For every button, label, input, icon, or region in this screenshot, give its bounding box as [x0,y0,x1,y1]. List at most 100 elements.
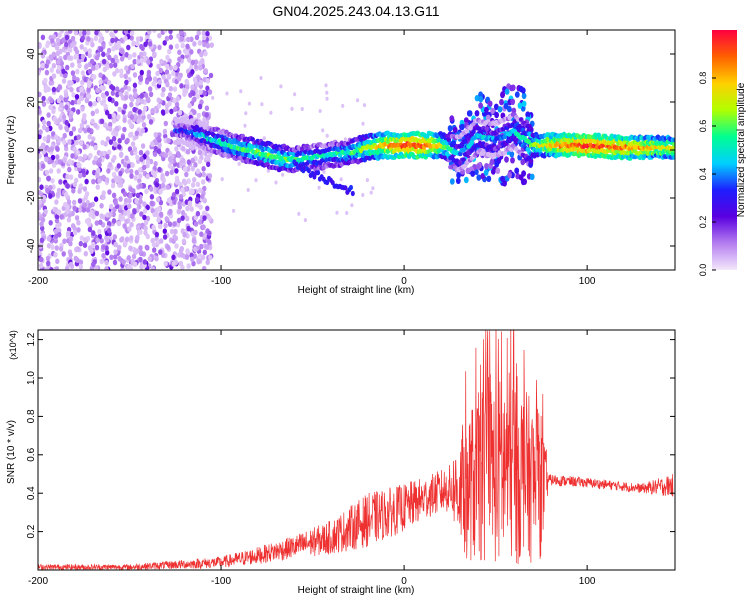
spectrogram-noise-cell [160,109,166,115]
spectrogram-noise-cell [113,254,118,260]
spectrogram-noise-cell [97,157,102,163]
spectrogram-y-ticks: -40 -20 0 20 40 [26,48,675,253]
spectrogram-noise-cell [207,239,212,245]
spectrogram-noise-cell [45,59,51,65]
spectrogram-noise-cell [51,62,57,69]
spectrogram-noise-cell [108,121,113,128]
spectrogram-turbulence-cell [521,100,527,108]
spectrogram-noise-cell [106,168,111,174]
spectrogram-noise-cell [196,30,201,36]
spectrogram-noise-cell [70,35,76,42]
spectrogram-noise-cell [109,203,114,210]
spectrogram-noise-cell [67,139,72,145]
spectrogram-noise-cell [45,42,50,49]
spectrogram-noise-cell [135,234,140,241]
spectrogram-noise-cell [83,250,89,257]
spectrogram-noise-cell [90,41,95,48]
spectrogram-noise-cell [194,196,200,203]
spectrogram-noise-cell [99,258,104,265]
spectrogram-noise-cell [48,220,53,226]
spectrogram-noise-cell [207,89,213,95]
spectrogram-noise-cell [179,246,184,252]
spectrogram-noise-cell [165,184,171,190]
spectrogram-noise-cell [325,133,329,138]
spectrogram-noise-cell [54,199,59,205]
spectrogram-noise-cell [152,211,157,218]
spectrogram-noise-cell [177,200,182,207]
spectrogram-noise-cell [61,68,66,75]
spectrogram-noise-cell [139,43,144,50]
spectrogram-noise-cell [133,91,138,98]
spectrogram-noise-cell [77,63,82,69]
spectrogram-noise-cell [106,47,112,54]
spectrogram-noise-cell [151,81,156,87]
spectrogram-turbulence-cell [452,126,458,133]
spectrogram-noise-cell [110,37,115,44]
spectrogram-noise-cell [114,125,120,132]
spectrogram-noise-cell [104,245,109,251]
spectrogram-noise-cell [152,30,157,33]
spectrogram-noise-cell [247,101,251,106]
spectrogram-noise-cell [113,200,118,206]
spectrogram-noise-cell [55,37,61,44]
spectrogram-noise-cell [111,218,117,224]
colorbar-label: Normalized spectral amplitude [736,82,747,217]
spectrogram-noise-cell [110,90,116,96]
spectrogram-noise-cell [135,154,140,161]
spectrogram-noise-cell [56,64,62,71]
spectrogram-noise-cell [112,234,118,240]
spectrogram-noise-cell [66,230,71,237]
spectrogram-noise-cell [90,118,95,125]
spectrogram-noise-cell [63,96,68,103]
spectrogram-noise-cell [38,129,43,135]
spectrogram-noise-cell [167,48,172,55]
spectrogram-noise-cell [58,124,63,131]
spectrogram-noise-cell [61,251,66,257]
spectrogram-noise-cell [343,137,347,142]
spectrogram-noise-cell [150,169,156,176]
spectrogram-noise-cell [259,76,263,80]
spectrogram-noise-cell [93,144,98,151]
spectrogram-noise-cell [101,58,107,65]
spectrogram-noise-cell [172,221,177,227]
spectrogram-noise-cell [46,175,51,182]
spectrogram-noise-cell [171,192,177,198]
spectrogram-noise-cell [46,112,51,118]
spectrogram-noise-cell [38,263,44,269]
spectrogram-noise-cell [361,121,365,126]
spectrogram-turbulence-cell [500,175,505,183]
spectrogram-noise-cell [94,265,99,270]
spectrogram-noise-cell [59,214,64,220]
spectrogram-noise-cell [87,48,92,54]
colorbar-gradient [712,30,737,270]
spectrogram-noise-cell [54,266,60,270]
spectrogram-noise-cell [139,69,144,76]
y-tick-label: 0.8 [26,409,37,423]
spectrogram-noise-cell [180,252,185,258]
spectrogram-noise-cell [142,201,147,207]
spectrogram-noise-cell [164,69,170,75]
snr-frame [37,329,676,571]
spectrogram-turbulence-cell [485,114,491,122]
spectrogram-noise-cell [113,62,118,68]
spectrogram-noise-cell [237,161,241,166]
spectrogram-noise-cell [119,56,125,62]
spectrogram-noise-cell [162,40,167,46]
spectrogram-turbulence-cell [490,107,495,115]
spectrogram-noise-cell [51,51,57,58]
spectrogram-noise-cell [135,248,140,254]
spectrogram-noise-cell [94,54,100,61]
spectrogram-noise-cell [82,242,88,248]
spectrogram-noise-cell [177,56,182,63]
spectrogram-noise-cell [48,104,53,111]
spectrogram-noise-cell [148,41,153,47]
y-tick-label: 0.4 [26,486,37,500]
spectrogram-noise-cell [167,150,173,157]
spectrogram-noise-cell [202,34,207,41]
y-tick-label: -20 [26,190,37,205]
spectrogram-noise-cell [198,65,203,71]
spectrogram-noise-cell [185,248,190,254]
spectrogram-noise-cell [131,188,136,194]
spectrogram-turbulence-cell [467,110,473,117]
spectrogram-noise-cell [124,218,129,225]
